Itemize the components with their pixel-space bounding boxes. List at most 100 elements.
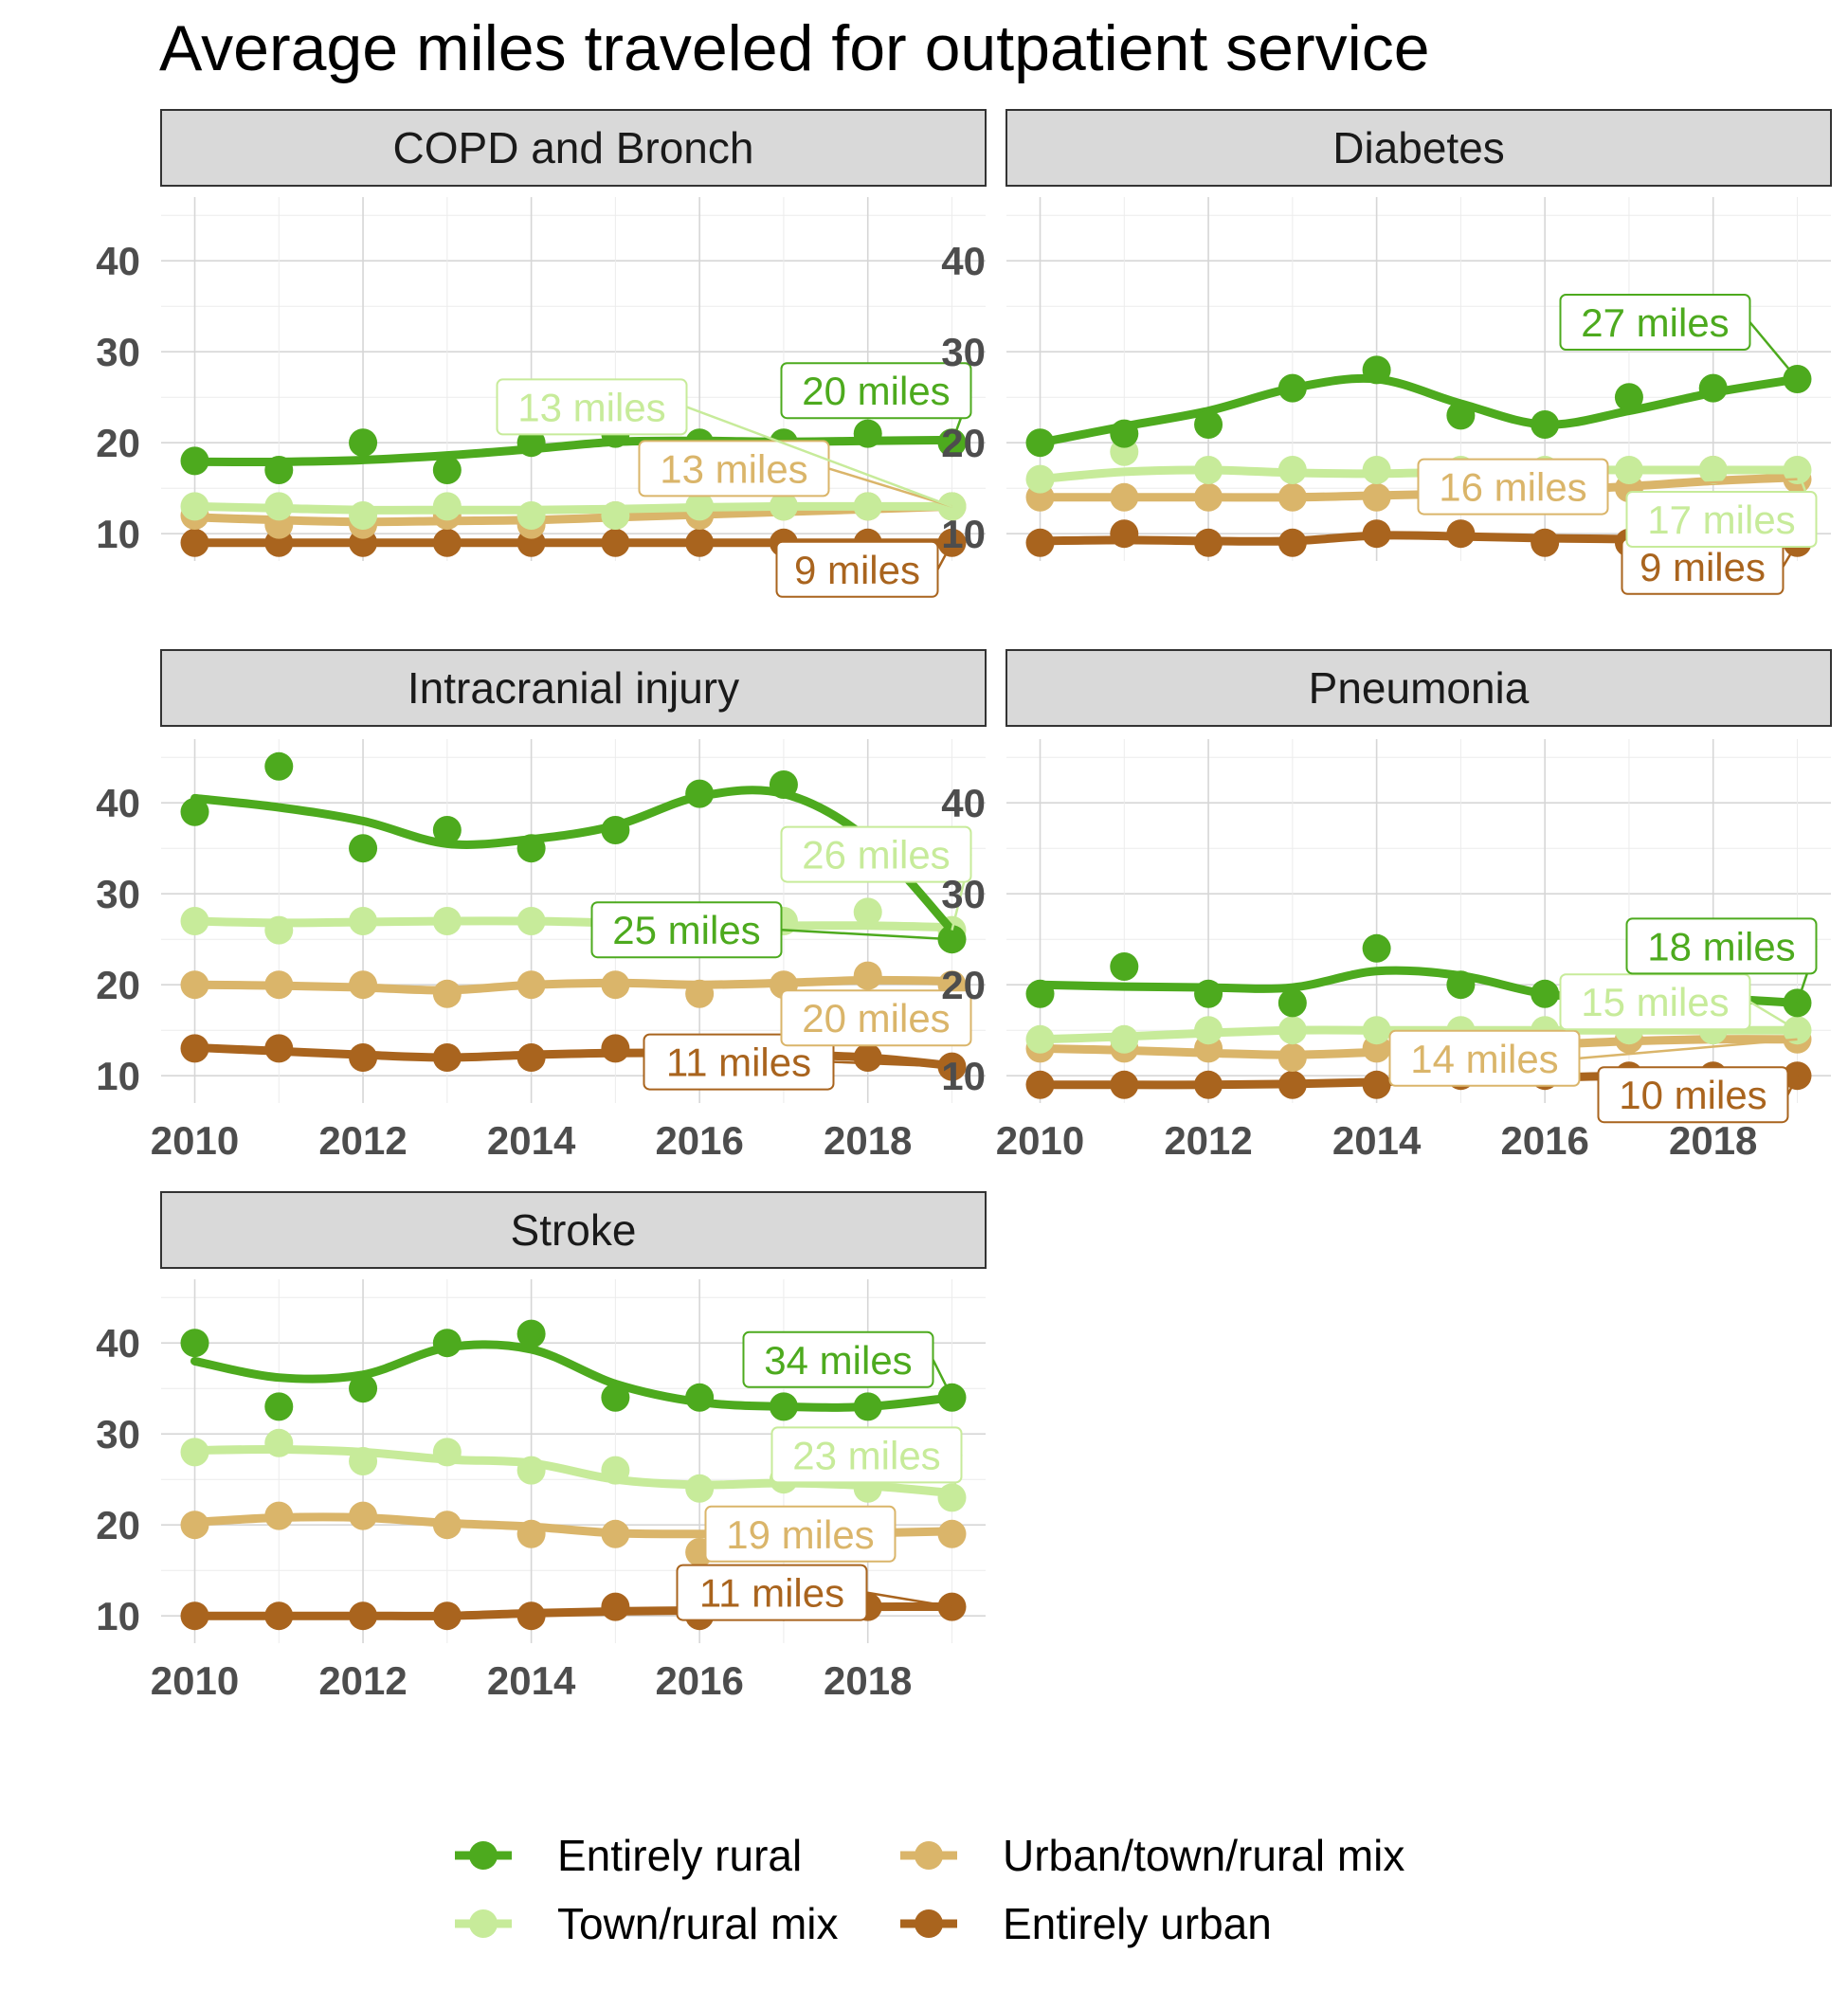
panel-stroke: Stroke 10 20 30 40 2010 2012 2014 2016 2018 11 mil… xyxy=(96,1191,987,1703)
label-text: 34 miles xyxy=(764,1338,912,1383)
y-tick-label: 40 xyxy=(941,239,986,283)
data-point xyxy=(264,1601,294,1631)
data-point xyxy=(1698,456,1728,484)
data-point xyxy=(601,1592,630,1621)
gridlines xyxy=(161,197,986,561)
label-leader xyxy=(781,928,952,941)
data-point xyxy=(1110,1070,1139,1099)
data-point xyxy=(1446,970,1476,1000)
panel-pneumonia: Pneumonia 10 20 30 40 2010 2012 2014 2016 201810 … xyxy=(941,649,1832,1163)
data-point xyxy=(349,501,378,530)
data-point xyxy=(1531,410,1560,439)
data-point xyxy=(1025,1070,1055,1099)
data-point xyxy=(853,419,882,448)
data-point xyxy=(180,970,209,1000)
y-tick-label: 10 xyxy=(96,1594,140,1638)
data-point xyxy=(1110,1024,1139,1054)
data-point xyxy=(1277,1070,1307,1099)
end-label-entirely-urban: 10 miles xyxy=(1597,1066,1799,1124)
label-leader xyxy=(1579,1038,1798,1060)
data-point xyxy=(180,907,209,935)
data-point xyxy=(1362,456,1391,484)
data-labels: 10 miles 14 miles 15 miles 18 miles xyxy=(1388,917,1818,1124)
data-point xyxy=(180,446,209,476)
end-label-town-rural-mix: 26 miles xyxy=(780,825,972,931)
data-point xyxy=(1362,1016,1391,1045)
data-point xyxy=(180,1034,209,1063)
label-leader xyxy=(828,467,952,508)
data-point xyxy=(1194,528,1223,557)
data-point xyxy=(685,492,715,521)
label-text: 26 miles xyxy=(802,833,950,877)
data-point xyxy=(853,492,882,521)
data-point xyxy=(180,1329,209,1358)
data-point xyxy=(264,1428,294,1457)
data-point xyxy=(516,1601,546,1631)
end-label-urban-town-rural-mix: 16 miles xyxy=(1417,458,1798,516)
label-text: 19 miles xyxy=(726,1512,874,1557)
legend-key-point xyxy=(915,1841,943,1870)
data-point xyxy=(853,1043,882,1072)
label-leader xyxy=(932,1359,953,1399)
trend-line-town-rural-mix xyxy=(190,916,956,932)
label-box xyxy=(742,1330,934,1388)
label-box xyxy=(1388,1029,1581,1087)
data-point xyxy=(516,1043,546,1072)
data-point xyxy=(1531,528,1560,557)
data-point xyxy=(1277,482,1307,512)
data-point xyxy=(853,897,882,927)
data-point xyxy=(601,1519,630,1548)
legend-key-point xyxy=(469,1841,498,1870)
trend-line-entirely-rural xyxy=(190,1340,956,1412)
label-text: 23 miles xyxy=(792,1433,940,1477)
data-point xyxy=(264,915,294,945)
data-point xyxy=(685,528,715,557)
end-label-entirely-rural: 34 miles xyxy=(742,1330,953,1399)
legend-label: Entirely urban xyxy=(1003,1899,1272,1948)
data-point xyxy=(601,970,630,1000)
y-tick-label: 40 xyxy=(96,781,140,825)
label-text: 10 miles xyxy=(1619,1073,1766,1117)
data-point xyxy=(853,961,882,990)
y-tick-label: 30 xyxy=(96,1412,140,1456)
legend-item-urban-town-rural-mix: Urban/town/rural mix xyxy=(900,1831,1404,1880)
data-point xyxy=(180,797,209,826)
series-entirely-urban xyxy=(1025,519,1812,557)
data-point xyxy=(432,816,462,844)
label-box xyxy=(643,1033,835,1091)
data-point xyxy=(516,1319,546,1348)
data-point xyxy=(1194,1016,1223,1045)
data-point xyxy=(1277,528,1307,557)
data-point xyxy=(1362,933,1391,963)
data-point xyxy=(769,1392,798,1421)
series-town-rural-mix xyxy=(180,897,967,945)
y-tick-label: 20 xyxy=(96,421,140,465)
data-point xyxy=(432,492,462,521)
end-label-town-rural-mix: 17 miles xyxy=(1625,469,1818,548)
label-text: 9 miles xyxy=(794,548,920,592)
legend: Entirely rural Urban/town/rural mix Town/r… xyxy=(455,1831,1404,1948)
data-point xyxy=(601,816,630,844)
panel-title: Stroke xyxy=(511,1205,637,1255)
chart-title: Average miles traveled for outpatient se… xyxy=(159,12,1430,84)
data-point xyxy=(180,1511,209,1540)
label-text: 15 miles xyxy=(1581,980,1729,1024)
data-point xyxy=(432,1329,462,1358)
x-tick-label: 2018 xyxy=(824,1118,912,1163)
y-tick-label: 40 xyxy=(96,239,140,283)
data-point xyxy=(1362,519,1391,549)
data-point xyxy=(180,492,209,521)
label-text: 20 miles xyxy=(802,369,950,413)
data-point xyxy=(264,1034,294,1063)
data-point xyxy=(349,834,378,863)
data-point xyxy=(1025,428,1055,458)
y-tick-label: 30 xyxy=(941,872,986,916)
end-label-entirely-urban: 11 miles xyxy=(676,1564,952,1621)
x-tick-label: 2012 xyxy=(1164,1118,1252,1163)
data-point xyxy=(1614,456,1643,484)
label-box xyxy=(780,989,972,1047)
label-box xyxy=(590,901,783,959)
data-point xyxy=(1194,456,1223,484)
data-point xyxy=(601,528,630,557)
